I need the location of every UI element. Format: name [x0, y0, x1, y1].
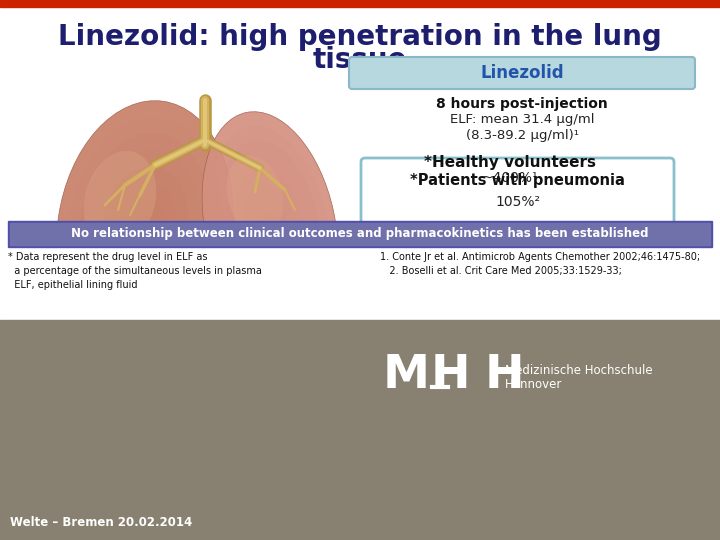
Ellipse shape: [56, 100, 233, 359]
Text: Hannover: Hannover: [505, 379, 562, 392]
Ellipse shape: [134, 214, 156, 246]
Ellipse shape: [56, 100, 233, 359]
Ellipse shape: [202, 112, 338, 338]
FancyBboxPatch shape: [361, 158, 674, 224]
Text: M: M: [383, 353, 430, 397]
Bar: [0, 320, 720, 540]
Ellipse shape: [78, 133, 212, 327]
Ellipse shape: [68, 235, 228, 335]
Ellipse shape: [202, 112, 338, 338]
Text: ELF: mean 31.4 μg/ml: ELF: mean 31.4 μg/ml: [450, 113, 594, 126]
Bar: [0, 248, 720, 320]
Text: (8.3-89.2 μg/ml)¹: (8.3-89.2 μg/ml)¹: [466, 129, 578, 141]
Text: Welte – Bremen 20.02.2014: Welte – Bremen 20.02.2014: [10, 516, 192, 529]
Bar: [10, 223, 710, 245]
Ellipse shape: [236, 168, 304, 282]
Ellipse shape: [84, 151, 156, 249]
Text: ~400%¹: ~400%¹: [482, 171, 539, 185]
Text: Medizinische Hochschule: Medizinische Hochschule: [505, 363, 652, 376]
Text: *Patients with pneumonia: *Patients with pneumonia: [410, 172, 625, 187]
Ellipse shape: [253, 197, 287, 253]
Ellipse shape: [210, 232, 325, 318]
Text: Linezolid: high penetration in the lung: Linezolid: high penetration in the lung: [58, 23, 662, 51]
Text: No relationship between clinical outcomes and pharmacokinetics has been establis: No relationship between clinical outcome…: [71, 227, 649, 240]
Ellipse shape: [210, 126, 330, 324]
Text: *Healthy volunteers: *Healthy volunteers: [424, 154, 596, 170]
Text: Linezolid: Linezolid: [480, 64, 564, 82]
Ellipse shape: [261, 211, 279, 239]
Text: 1. Conte Jr et al. Antimicrob Agents Chemother 2002;46:1475-80;
   2. Boselli et: 1. Conte Jr et al. Antimicrob Agents Che…: [380, 252, 700, 276]
Text: tissue: tissue: [312, 46, 408, 74]
Text: * Data represent the drug level in ELF as
  a percentage of the simultaneous lev: * Data represent the drug level in ELF a…: [8, 252, 262, 290]
Ellipse shape: [101, 165, 189, 295]
Bar: [8, 221, 712, 247]
Ellipse shape: [123, 198, 167, 262]
Ellipse shape: [219, 140, 321, 310]
Ellipse shape: [245, 183, 295, 267]
Bar: [0, 0, 720, 7]
Ellipse shape: [227, 156, 284, 234]
FancyBboxPatch shape: [349, 57, 695, 89]
Text: H: H: [485, 353, 525, 397]
Ellipse shape: [90, 149, 200, 311]
Text: H: H: [430, 353, 470, 397]
Text: 105%²: 105%²: [495, 195, 540, 209]
Ellipse shape: [68, 117, 222, 343]
Ellipse shape: [112, 181, 178, 279]
Ellipse shape: [228, 154, 312, 296]
Text: 8 hours post-injection: 8 hours post-injection: [436, 97, 608, 111]
